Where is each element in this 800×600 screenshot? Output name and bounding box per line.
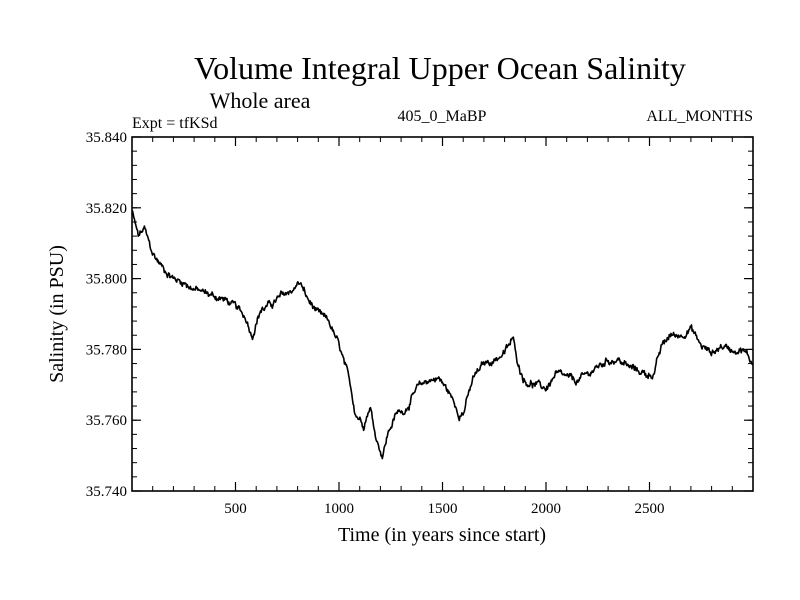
y-tick-label: 35.840 (86, 130, 127, 146)
x-tick-label: 500 (224, 501, 247, 517)
period-label: 405_0_MaBP (398, 108, 487, 125)
months-label: ALL_MONTHS (646, 108, 753, 125)
x-axis-ticks: 500 1000 1500 2000 2500 (152, 137, 733, 517)
y-tick-label: 35.800 (86, 272, 127, 288)
x-tick-label: 1500 (428, 501, 458, 517)
y-tick-label: 35.740 (86, 484, 127, 500)
chart-subtitle: Whole area (210, 88, 311, 113)
x-tick-label: 2500 (635, 501, 665, 517)
y-tick-label: 35.820 (86, 201, 127, 217)
experiment-label: Expt = tfKSd (132, 115, 217, 132)
x-axis-label: Time (in years since start) (338, 524, 546, 546)
y-tick-label: 35.780 (86, 342, 127, 358)
y-axis-label: Salinity (in PSU) (46, 245, 68, 383)
x-tick-label: 2000 (531, 501, 561, 517)
y-tick-label: 35.760 (86, 413, 127, 429)
plot-frame (131, 136, 754, 492)
y-axis-ticks: 35.740 35.760 35.780 35.800 35.820 35.840 (86, 130, 753, 500)
chart-title: Volume Integral Upper Ocean Salinity (194, 50, 686, 86)
x-tick-label: 1000 (324, 501, 354, 517)
salinity-series-line (131, 210, 754, 460)
